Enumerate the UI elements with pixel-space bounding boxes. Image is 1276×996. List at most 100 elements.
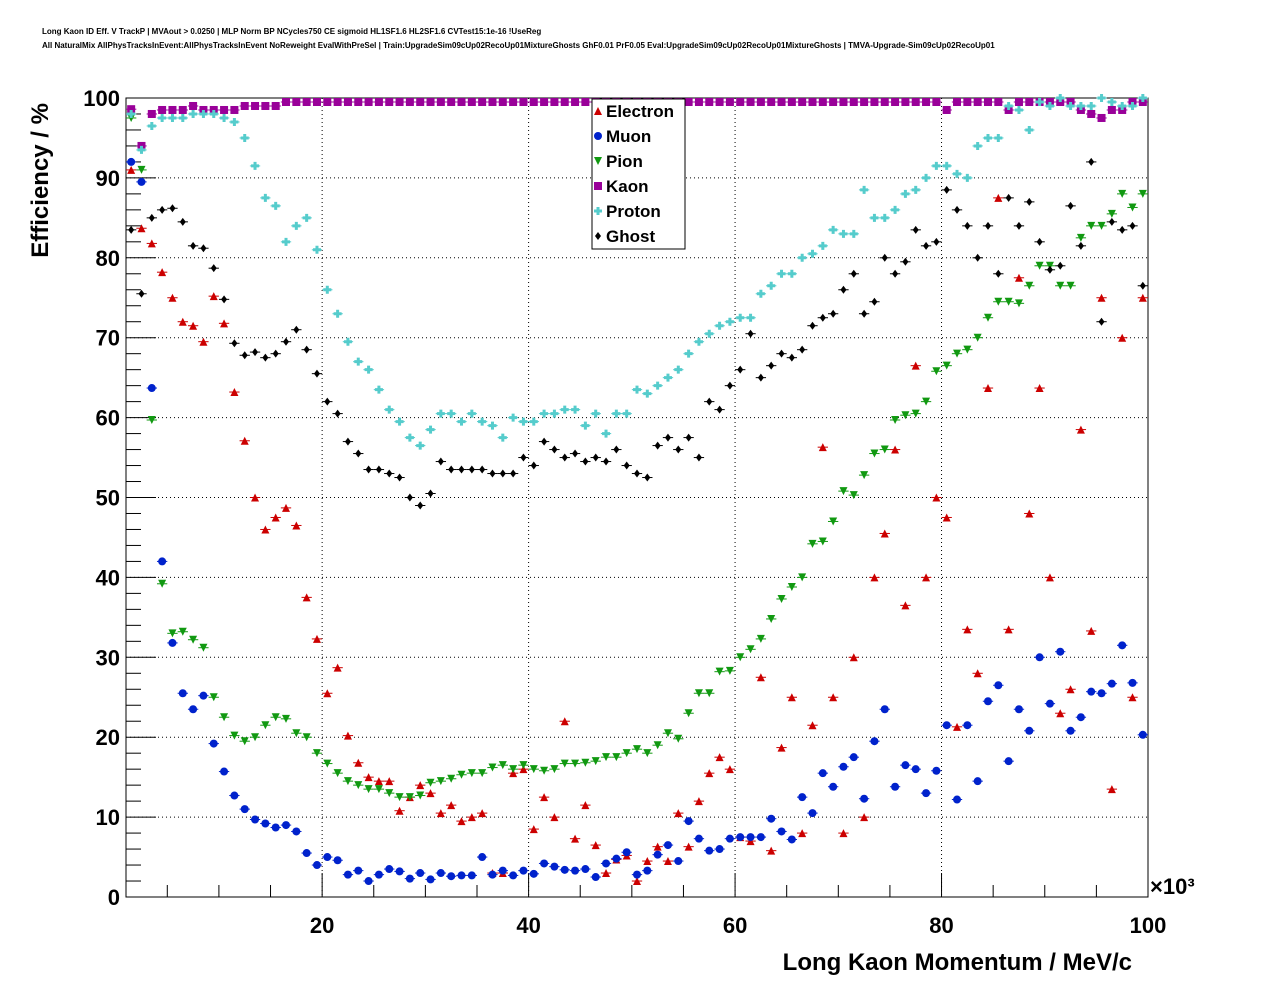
proton-point	[240, 133, 249, 142]
pion-point	[1004, 297, 1013, 306]
kaon-point	[519, 97, 528, 106]
proton-point	[591, 409, 600, 418]
ghost-point	[334, 409, 341, 418]
legend-label-ghost: Ghost	[606, 227, 655, 246]
legend-marker-kaon	[594, 182, 602, 190]
muon-point	[725, 834, 734, 843]
muon-point	[540, 859, 549, 868]
ghost-point	[582, 457, 589, 466]
proton-point	[870, 213, 879, 222]
muon-point	[488, 870, 497, 879]
proton-point	[953, 169, 962, 178]
proton-point	[529, 417, 538, 426]
electron-point	[230, 388, 239, 397]
pion-point	[932, 367, 941, 376]
muon-point	[591, 873, 600, 882]
proton-point	[447, 409, 456, 418]
ghost-point	[344, 437, 351, 446]
kaon-point	[333, 97, 342, 106]
ghost-point	[902, 257, 909, 266]
muon-point	[880, 705, 889, 714]
kaon-point	[374, 97, 383, 106]
pion-point	[994, 297, 1003, 306]
muon-point	[622, 848, 631, 857]
muon-point	[839, 762, 848, 771]
muon-point	[436, 869, 445, 878]
kaon-point	[282, 97, 291, 106]
muon-point	[1076, 713, 1085, 722]
kaon-point	[364, 97, 373, 106]
ghost-point	[613, 445, 620, 454]
kaon-point	[1107, 105, 1116, 114]
kaon-point	[829, 97, 838, 106]
y-tick-label: 70	[96, 326, 120, 351]
electron-point	[891, 445, 900, 454]
muon-point	[602, 859, 611, 868]
ghost-point	[644, 473, 651, 482]
proton-point	[168, 113, 177, 122]
pion-point	[436, 777, 445, 786]
pion-point	[220, 713, 229, 722]
muon-point	[158, 557, 167, 566]
ghost-point	[954, 205, 961, 214]
y-tick-label: 0	[108, 885, 120, 910]
muon-point	[178, 689, 187, 698]
kaon-point	[261, 101, 270, 110]
electron-point	[478, 809, 487, 818]
proton-point	[519, 417, 528, 426]
proton-point	[323, 285, 332, 294]
kaon-point	[911, 97, 920, 106]
muon-point	[1097, 689, 1106, 698]
ghost-point	[1015, 221, 1022, 230]
proton-point	[137, 145, 146, 154]
ghost-point	[1088, 157, 1095, 166]
muon-point	[870, 737, 879, 746]
pion-point	[870, 449, 879, 458]
electron-point	[147, 239, 156, 248]
pion-point	[643, 749, 652, 758]
pion-point	[963, 345, 972, 354]
electron-point	[932, 493, 941, 502]
kaon-point	[220, 105, 229, 114]
proton-point	[849, 229, 858, 238]
pion-point	[1138, 189, 1147, 198]
ghost-point	[1005, 193, 1012, 202]
proton-point	[416, 441, 425, 450]
muon-point	[674, 857, 683, 866]
ghost-point	[200, 244, 207, 253]
y-tick-labels: 0 10 20 30 40 50 60 70 80 90 100	[83, 86, 120, 910]
ghost-point	[231, 339, 238, 348]
ghost-point	[923, 241, 930, 250]
kaon-point	[354, 97, 363, 106]
pion-point	[519, 761, 528, 770]
pion-point	[694, 689, 703, 698]
muon-point	[560, 865, 569, 874]
ghost-point	[974, 253, 981, 262]
muon-point	[705, 846, 714, 855]
electron-point	[1128, 693, 1137, 702]
proton-point	[922, 173, 931, 182]
pion-point	[571, 759, 580, 768]
proton-point	[478, 417, 487, 426]
electron-point	[529, 825, 538, 834]
ghost-point	[427, 489, 434, 498]
ghost-point	[871, 297, 878, 306]
muon-point	[901, 761, 910, 770]
muon-point	[240, 805, 249, 814]
electron-point	[829, 693, 838, 702]
pion-point	[922, 397, 931, 406]
proton-point	[1138, 94, 1147, 102]
proton-point	[354, 357, 363, 366]
ghost-point	[1077, 241, 1084, 250]
electron-point	[643, 857, 652, 866]
kaon-point	[953, 97, 962, 106]
electron-point	[467, 813, 476, 822]
electron-point	[602, 869, 611, 878]
ghost-point	[623, 461, 630, 470]
kaon-point	[395, 97, 404, 106]
ghost-point	[458, 465, 465, 474]
proton-point	[1097, 94, 1106, 102]
pion-point	[1118, 189, 1127, 198]
electron-point	[1045, 573, 1054, 582]
proton-point	[581, 421, 590, 430]
